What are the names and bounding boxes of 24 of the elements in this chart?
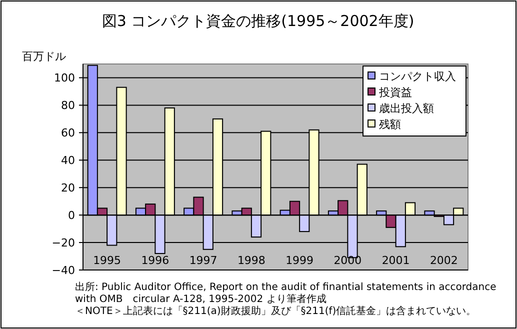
chart-title: 図3 コンパクト資金の推移(1995～2002年度) (102, 12, 414, 30)
y-tick-label: 40 (61, 154, 75, 168)
text: 出所: Public Auditor Office, Report on the audit of finantial statements in accordance with OMB circular A-128, 1995-2002 より筆者作成 (75, 281, 496, 305)
legend-label: 歳出投入額 (379, 102, 434, 115)
legend-label: 残額 (379, 118, 401, 131)
legend-label: コンパクト収入 (379, 70, 456, 83)
y-tick-label: −40 (52, 264, 75, 277)
x-tick-label: 1997 (189, 254, 218, 267)
x-tick-label: 1998 (237, 254, 266, 267)
y-tick-label: −20 (52, 236, 75, 250)
x-tick-label: 1999 (286, 254, 314, 267)
text: ＜NOTE＞上記表には「§211(a)財政援助」及び「§211(f)信託基金」は含まれていない。 (75, 305, 476, 317)
y-tick-label: 20 (61, 182, 75, 195)
y-tick-label: 100 (54, 72, 75, 85)
y-axis-title: 百万ドル (22, 50, 66, 63)
y-tick-label: 60 (61, 126, 75, 140)
x-tick-label: 2000 (334, 254, 362, 267)
x-tick-label: 2002 (430, 254, 458, 267)
legend-label: 投資益 (378, 86, 412, 99)
x-tick-label: 2001 (382, 254, 410, 267)
y-tick-label: 80 (61, 99, 75, 112)
x-tick-label: 1995 (93, 254, 122, 267)
y-tick-label: 0 (68, 209, 75, 222)
x-tick-label: 1996 (141, 254, 170, 267)
